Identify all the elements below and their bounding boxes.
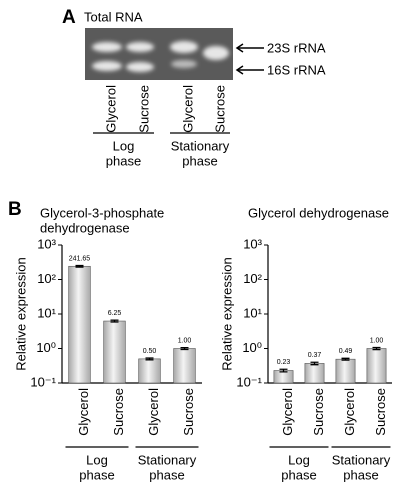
group-label: Stationary [332, 452, 391, 467]
arrows [235, 43, 264, 75]
value-label: 0.50 [143, 348, 157, 355]
y-tick-label: 10² [37, 271, 56, 286]
chart-title: dehydrogenase [40, 220, 130, 235]
band-label: 16S rRNA [267, 62, 326, 77]
y-tick-label: 10³ [243, 236, 262, 251]
bar [103, 320, 126, 384]
group-label: Stationary [171, 138, 230, 153]
group-label: phase [149, 467, 184, 482]
error-bar [180, 346, 189, 351]
error-bar [110, 319, 119, 323]
y-axis-label: Relative expression [219, 257, 234, 370]
bar [366, 348, 387, 384]
y-tick-label: 10⁰ [36, 340, 56, 355]
x-tick-label: Glycerol [280, 388, 295, 436]
bar [335, 358, 356, 384]
lane-label: Sucrose [136, 85, 151, 133]
value-label: 1.00 [370, 337, 384, 344]
bar [68, 265, 91, 384]
group-label: phase [79, 467, 114, 482]
y-tick-label: 10⁻¹ [30, 374, 56, 389]
lane-label: Glycerol [180, 85, 195, 133]
value-label: 241.65 [69, 255, 91, 262]
y-tick-label: 10¹ [37, 305, 56, 320]
x-tick-label: Sucrose [181, 388, 196, 436]
group-label: Log [113, 138, 135, 153]
group-label: phase [106, 153, 141, 168]
gel-bands [92, 41, 229, 72]
group-label: Log [288, 452, 310, 467]
value-label: 0.37 [308, 352, 322, 359]
x-tick-label: Glycerol [146, 388, 161, 436]
y-tick-label: 10² [243, 271, 262, 286]
panel-letter: B [8, 199, 22, 220]
error-bar [279, 368, 288, 373]
bar [304, 363, 325, 384]
group-label: phase [182, 153, 217, 168]
y-tick-label: 10³ [37, 236, 56, 251]
error-bar [372, 346, 381, 351]
value-label: 0.23 [277, 359, 291, 366]
error-bar [341, 357, 350, 361]
bar [138, 358, 161, 384]
value-label: 0.49 [339, 348, 353, 355]
error-bar [75, 264, 84, 268]
group-label: Log [86, 452, 108, 467]
error-bar [310, 361, 319, 366]
group-label: Stationary [138, 452, 197, 467]
x-tick-label: Glycerol [76, 388, 91, 436]
panel-letter: A [62, 7, 76, 28]
band-label: 23S rRNA [267, 40, 326, 55]
chart-title: Glycerol-3-phosphate [40, 205, 164, 220]
error-bar [145, 357, 154, 361]
x-tick-label: Sucrose [373, 388, 388, 436]
chart-title: Glycerol dehydrogenase [248, 205, 389, 220]
x-tick-label: Sucrose [311, 388, 326, 436]
value-label: 1.00 [178, 337, 192, 344]
bar [173, 348, 196, 384]
group-label: phase [343, 467, 378, 482]
x-tick-label: Sucrose [111, 388, 126, 436]
x-tick-label: Glycerol [342, 388, 357, 436]
value-label: 6.25 [108, 310, 122, 317]
group-label: phase [281, 467, 316, 482]
y-tick-label: 10⁻¹ [236, 374, 262, 389]
y-axis-label: Relative expression [13, 257, 28, 370]
gel-title: Total RNA [84, 9, 143, 24]
lane-label: Glycerol [103, 85, 118, 133]
y-tick-label: 10¹ [243, 305, 262, 320]
y-tick-label: 10⁰ [242, 340, 262, 355]
lane-label: Sucrose [212, 85, 227, 133]
